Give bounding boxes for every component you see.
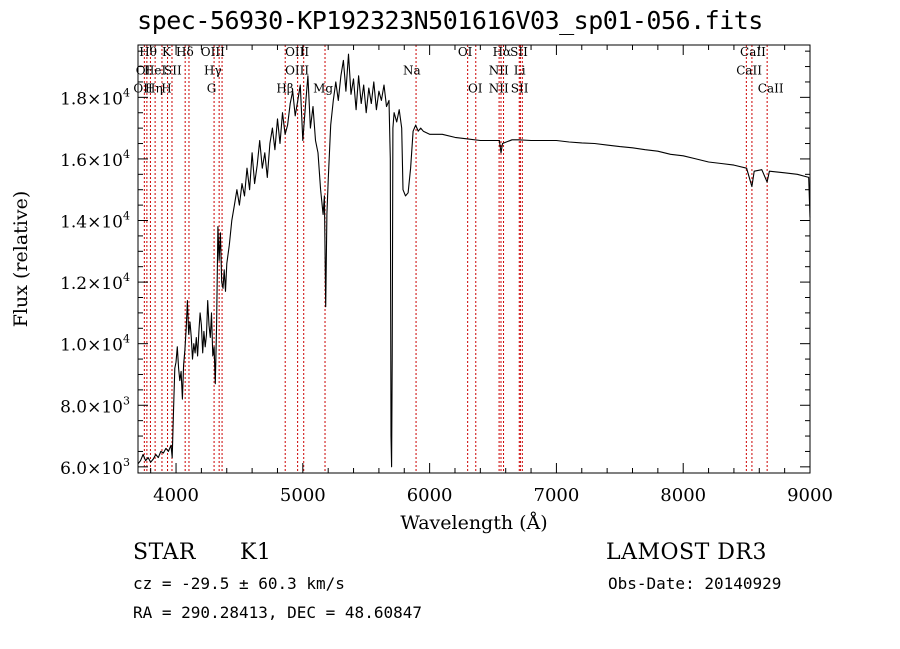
- spectral-line-label: K: [162, 45, 172, 59]
- spectral-line-label: HeI: [144, 63, 167, 77]
- y-tick-label: 1.2×104: [60, 271, 130, 294]
- spectral-line-label: OIII: [285, 63, 309, 77]
- chart-title: spec-56930-KP192323N501616V03_sp01-056.f…: [137, 6, 763, 35]
- object-subclass: K1: [240, 540, 272, 565]
- object-class: STAR: [133, 540, 196, 565]
- x-axis-label: Wavelength (Å): [400, 512, 547, 534]
- redshift-velocity: cz = -29.5 ± 60.3 km/s: [133, 574, 345, 593]
- spectral-line-label: Hα: [493, 45, 512, 59]
- y-axis-label: Flux (relative): [10, 191, 32, 328]
- spectral-line-label: Li: [514, 63, 526, 77]
- spectral-line-label: SII: [510, 45, 528, 59]
- spectral-line-label: OIII: [285, 45, 309, 59]
- spectral-line-label: OI: [468, 82, 483, 96]
- x-tick-label: 4000: [153, 485, 199, 506]
- y-tick-label: 8.0×103: [60, 394, 130, 417]
- spectrum-line: [137, 53, 811, 468]
- spectral-line-label: Hγ: [204, 63, 222, 77]
- y-tick-label: 1.0×104: [60, 333, 130, 356]
- y-tick-label: 1.8×104: [60, 86, 130, 109]
- spectrum-series: [137, 53, 811, 468]
- plot-frame: [137, 44, 811, 474]
- spectral-line-label: SII: [164, 63, 182, 77]
- spectral-line-label: OII: [133, 82, 153, 96]
- spectral-line-label: NII: [489, 82, 509, 96]
- spectral-line-label: CaII: [740, 45, 766, 59]
- x-tick-label: 8000: [660, 485, 706, 506]
- spectral-line-label: Hθ: [139, 45, 157, 59]
- x-tick-label: 9000: [787, 485, 833, 506]
- spectral-line-label: Hδ: [176, 45, 194, 59]
- spectral-line-label: Na: [403, 63, 421, 77]
- spectral-line-label: CaII: [736, 63, 762, 77]
- x-tick-label: 5000: [280, 485, 326, 506]
- spectral-line-label: Hβ: [276, 82, 293, 96]
- spectral-line-label: NII: [489, 63, 509, 77]
- observation-date: Obs-Date: 20140929: [608, 574, 782, 593]
- x-tick-label: 6000: [407, 485, 453, 506]
- x-tick-label: 7000: [534, 485, 580, 506]
- y-tick-label: 1.4×104: [60, 210, 130, 233]
- y-tick-label: 1.6×104: [60, 148, 130, 171]
- spectral-line-markers: [143, 45, 768, 473]
- survey-name: LAMOST DR3: [606, 540, 767, 565]
- spectral-line-label: SII: [511, 82, 529, 96]
- spectral-line-label: Mg: [313, 82, 333, 96]
- spectral-line-label: G: [207, 82, 217, 96]
- spectral-line-label: OI: [136, 63, 151, 77]
- spectral-line-label: OIII: [201, 45, 225, 59]
- spectral-line-label: CaII: [758, 82, 784, 96]
- axes: [137, 44, 811, 474]
- spectral-line-label: Hη: [145, 82, 163, 96]
- spectral-line-label: OI: [458, 45, 473, 59]
- coordinates: RA = 290.28413, DEC = 48.60847: [133, 603, 422, 622]
- spectral-line-label: H: [161, 82, 171, 96]
- y-tick-label: 6.0×103: [60, 456, 130, 479]
- ticks: 4000 5000 6000 7000 8000 9000 6.0×103 8.0×103 1.…: [60, 45, 833, 506]
